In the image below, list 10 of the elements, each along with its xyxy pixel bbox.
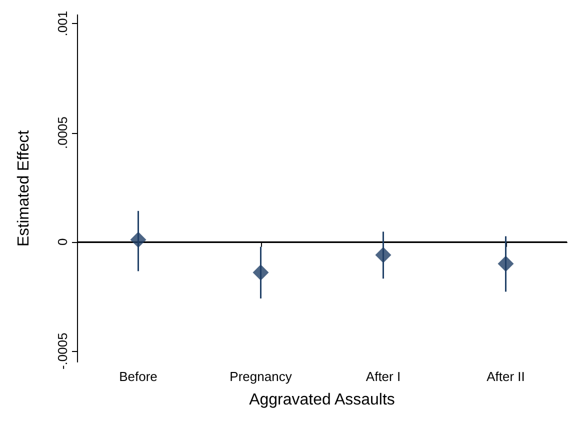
x-tick-label: Pregnancy bbox=[230, 369, 292, 384]
y-axis-title: Estimated Effect bbox=[16, 130, 32, 247]
y-tick-label: 0 bbox=[55, 238, 70, 246]
y-tick-label: .0005 bbox=[55, 116, 70, 150]
x-tick-label: Before bbox=[119, 369, 158, 384]
x-tick-label: After II bbox=[486, 369, 525, 384]
y-tick-label: -.0005 bbox=[55, 332, 70, 370]
x-tick-label: After I bbox=[366, 369, 401, 384]
y-tick-label: .001 bbox=[55, 10, 70, 36]
x-axis-title: Aggravated Assaults bbox=[249, 392, 395, 408]
